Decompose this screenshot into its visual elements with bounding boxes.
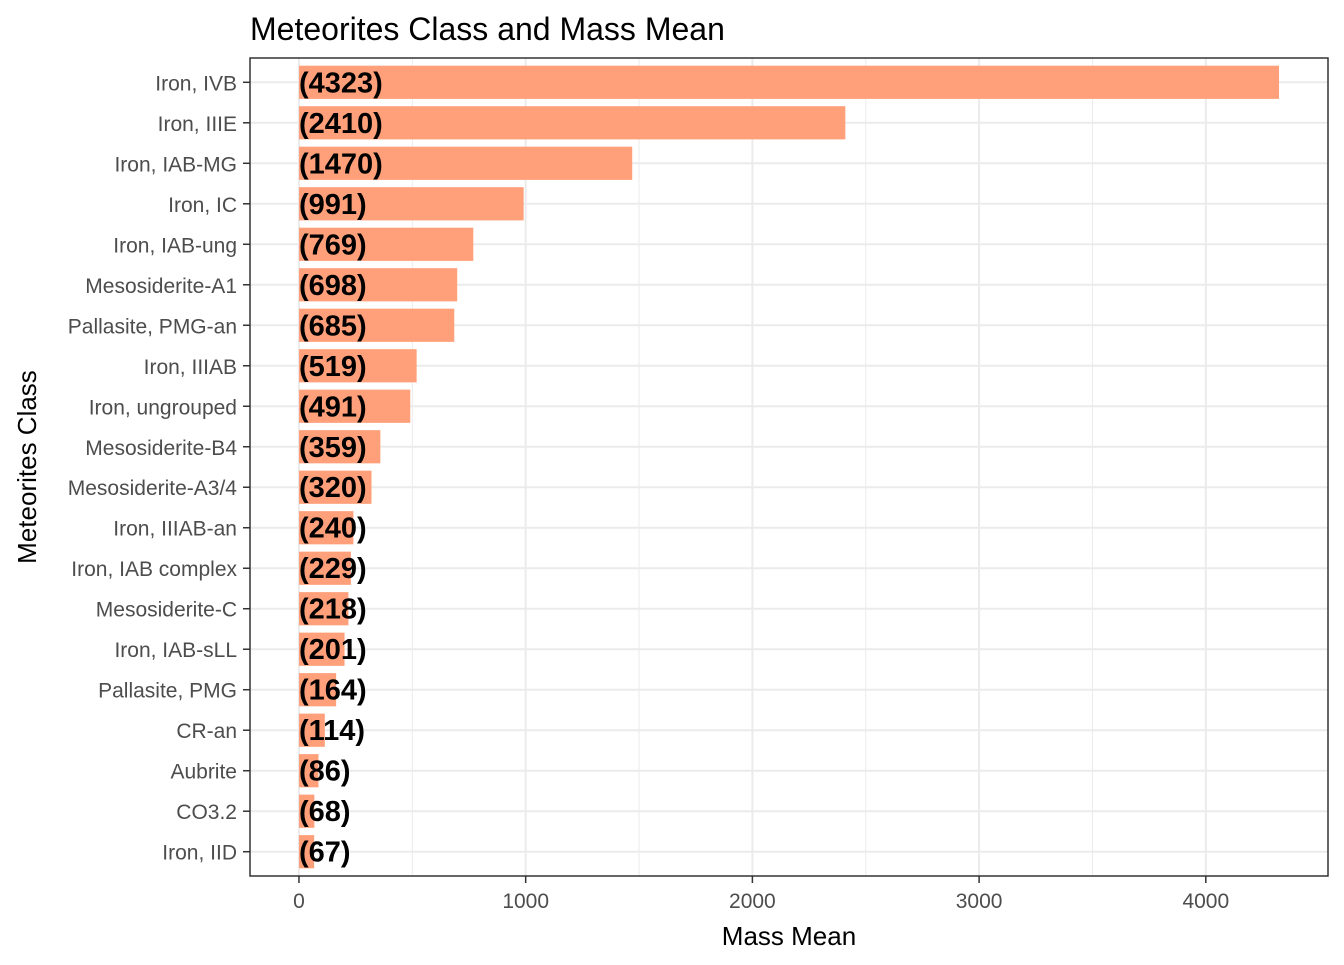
y-tick-label: Iron, IAB-MG bbox=[114, 153, 237, 176]
x-tick-label: 1000 bbox=[502, 890, 549, 913]
bar bbox=[298, 551, 351, 585]
data-label: (86) bbox=[299, 756, 351, 788]
bar bbox=[298, 511, 354, 545]
data-label: (240) bbox=[299, 513, 367, 545]
bar bbox=[298, 632, 345, 666]
data-label: (991) bbox=[299, 189, 367, 221]
data-label: (114) bbox=[299, 715, 365, 747]
data-label: (519) bbox=[299, 351, 367, 383]
data-label: (68) bbox=[299, 796, 351, 828]
grid-lines bbox=[250, 58, 1328, 876]
bar bbox=[298, 430, 381, 464]
y-tick-label: Iron, IIIAB bbox=[144, 356, 237, 379]
y-tick-label: Mesosiderite-A3/4 bbox=[68, 477, 238, 500]
y-tick-label: Iron, IAB-ung bbox=[113, 234, 237, 257]
y-axis-title: Meteorites Class bbox=[12, 370, 42, 564]
chart-title: Meteorites Class and Mass Mean bbox=[250, 11, 725, 47]
bar bbox=[298, 106, 846, 140]
y-tick-label: CO3.2 bbox=[176, 801, 237, 824]
y-tick-label: Iron, IVB bbox=[155, 72, 237, 95]
bar bbox=[298, 187, 524, 221]
y-tick-label: Iron, IC bbox=[168, 194, 237, 217]
bar bbox=[298, 65, 1280, 99]
data-label: (4323) bbox=[299, 67, 383, 99]
y-tick-label: Iron, IAB complex bbox=[71, 558, 237, 581]
x-tick-label: 3000 bbox=[956, 890, 1003, 913]
y-tick-label: Mesosiderite-C bbox=[96, 599, 237, 622]
y-tick-label: Iron, IAB-sLL bbox=[114, 639, 237, 662]
data-labels: (4323) (2410) (1470) (991) (769) (698) (685) (5… bbox=[299, 67, 383, 868]
data-label: (67) bbox=[299, 837, 351, 869]
bar bbox=[298, 754, 319, 788]
bar bbox=[298, 146, 633, 180]
data-label: (685) bbox=[299, 310, 367, 342]
x-tick-label: 4000 bbox=[1182, 890, 1229, 913]
y-tick-label: Iron, ungrouped bbox=[89, 396, 237, 419]
bar bbox=[298, 592, 349, 626]
data-label: (1470) bbox=[299, 148, 383, 180]
data-label: (359) bbox=[299, 432, 367, 464]
bar bbox=[298, 389, 411, 423]
bar bbox=[298, 470, 372, 504]
data-label: (229) bbox=[299, 553, 367, 585]
data-label: (218) bbox=[299, 594, 367, 626]
data-label: (2410) bbox=[299, 108, 383, 140]
bar bbox=[298, 794, 315, 828]
data-label: (320) bbox=[299, 472, 367, 504]
y-tick-label: Mesosiderite-B4 bbox=[85, 437, 237, 460]
y-tick-label: Iron, IIIAB-an bbox=[113, 518, 237, 541]
data-label: (164) bbox=[299, 675, 367, 707]
bar bbox=[298, 835, 315, 869]
y-tick-label: Iron, IIIE bbox=[158, 113, 237, 136]
data-label: (201) bbox=[299, 634, 367, 666]
panel-border bbox=[249, 57, 1329, 877]
bar bbox=[298, 268, 458, 302]
data-label: (698) bbox=[299, 270, 367, 302]
bar bbox=[298, 308, 455, 342]
data-label: (769) bbox=[299, 229, 367, 261]
bar bbox=[298, 349, 417, 383]
bar bbox=[298, 673, 337, 707]
x-tick-label: 0 bbox=[293, 890, 305, 913]
bar bbox=[298, 713, 325, 747]
y-tick-label: Pallasite, PMG-an bbox=[68, 315, 237, 338]
axes: Iron, IVB Iron, IIIE Iron, IAB-MG Iron, IC I… bbox=[68, 57, 1329, 913]
x-axis-title: Mass Mean bbox=[722, 921, 856, 951]
y-tick-label: Aubrite bbox=[170, 761, 237, 784]
bars bbox=[298, 65, 1280, 869]
y-tick-label: Mesosiderite-A1 bbox=[85, 275, 237, 298]
x-tick-label: 2000 bbox=[729, 890, 776, 913]
y-tick-label: Pallasite, PMG bbox=[98, 680, 237, 703]
bar bbox=[298, 227, 474, 261]
y-tick-label: Iron, IID bbox=[162, 842, 237, 865]
y-tick-label: CR-an bbox=[176, 720, 237, 743]
data-label: (491) bbox=[299, 391, 367, 423]
